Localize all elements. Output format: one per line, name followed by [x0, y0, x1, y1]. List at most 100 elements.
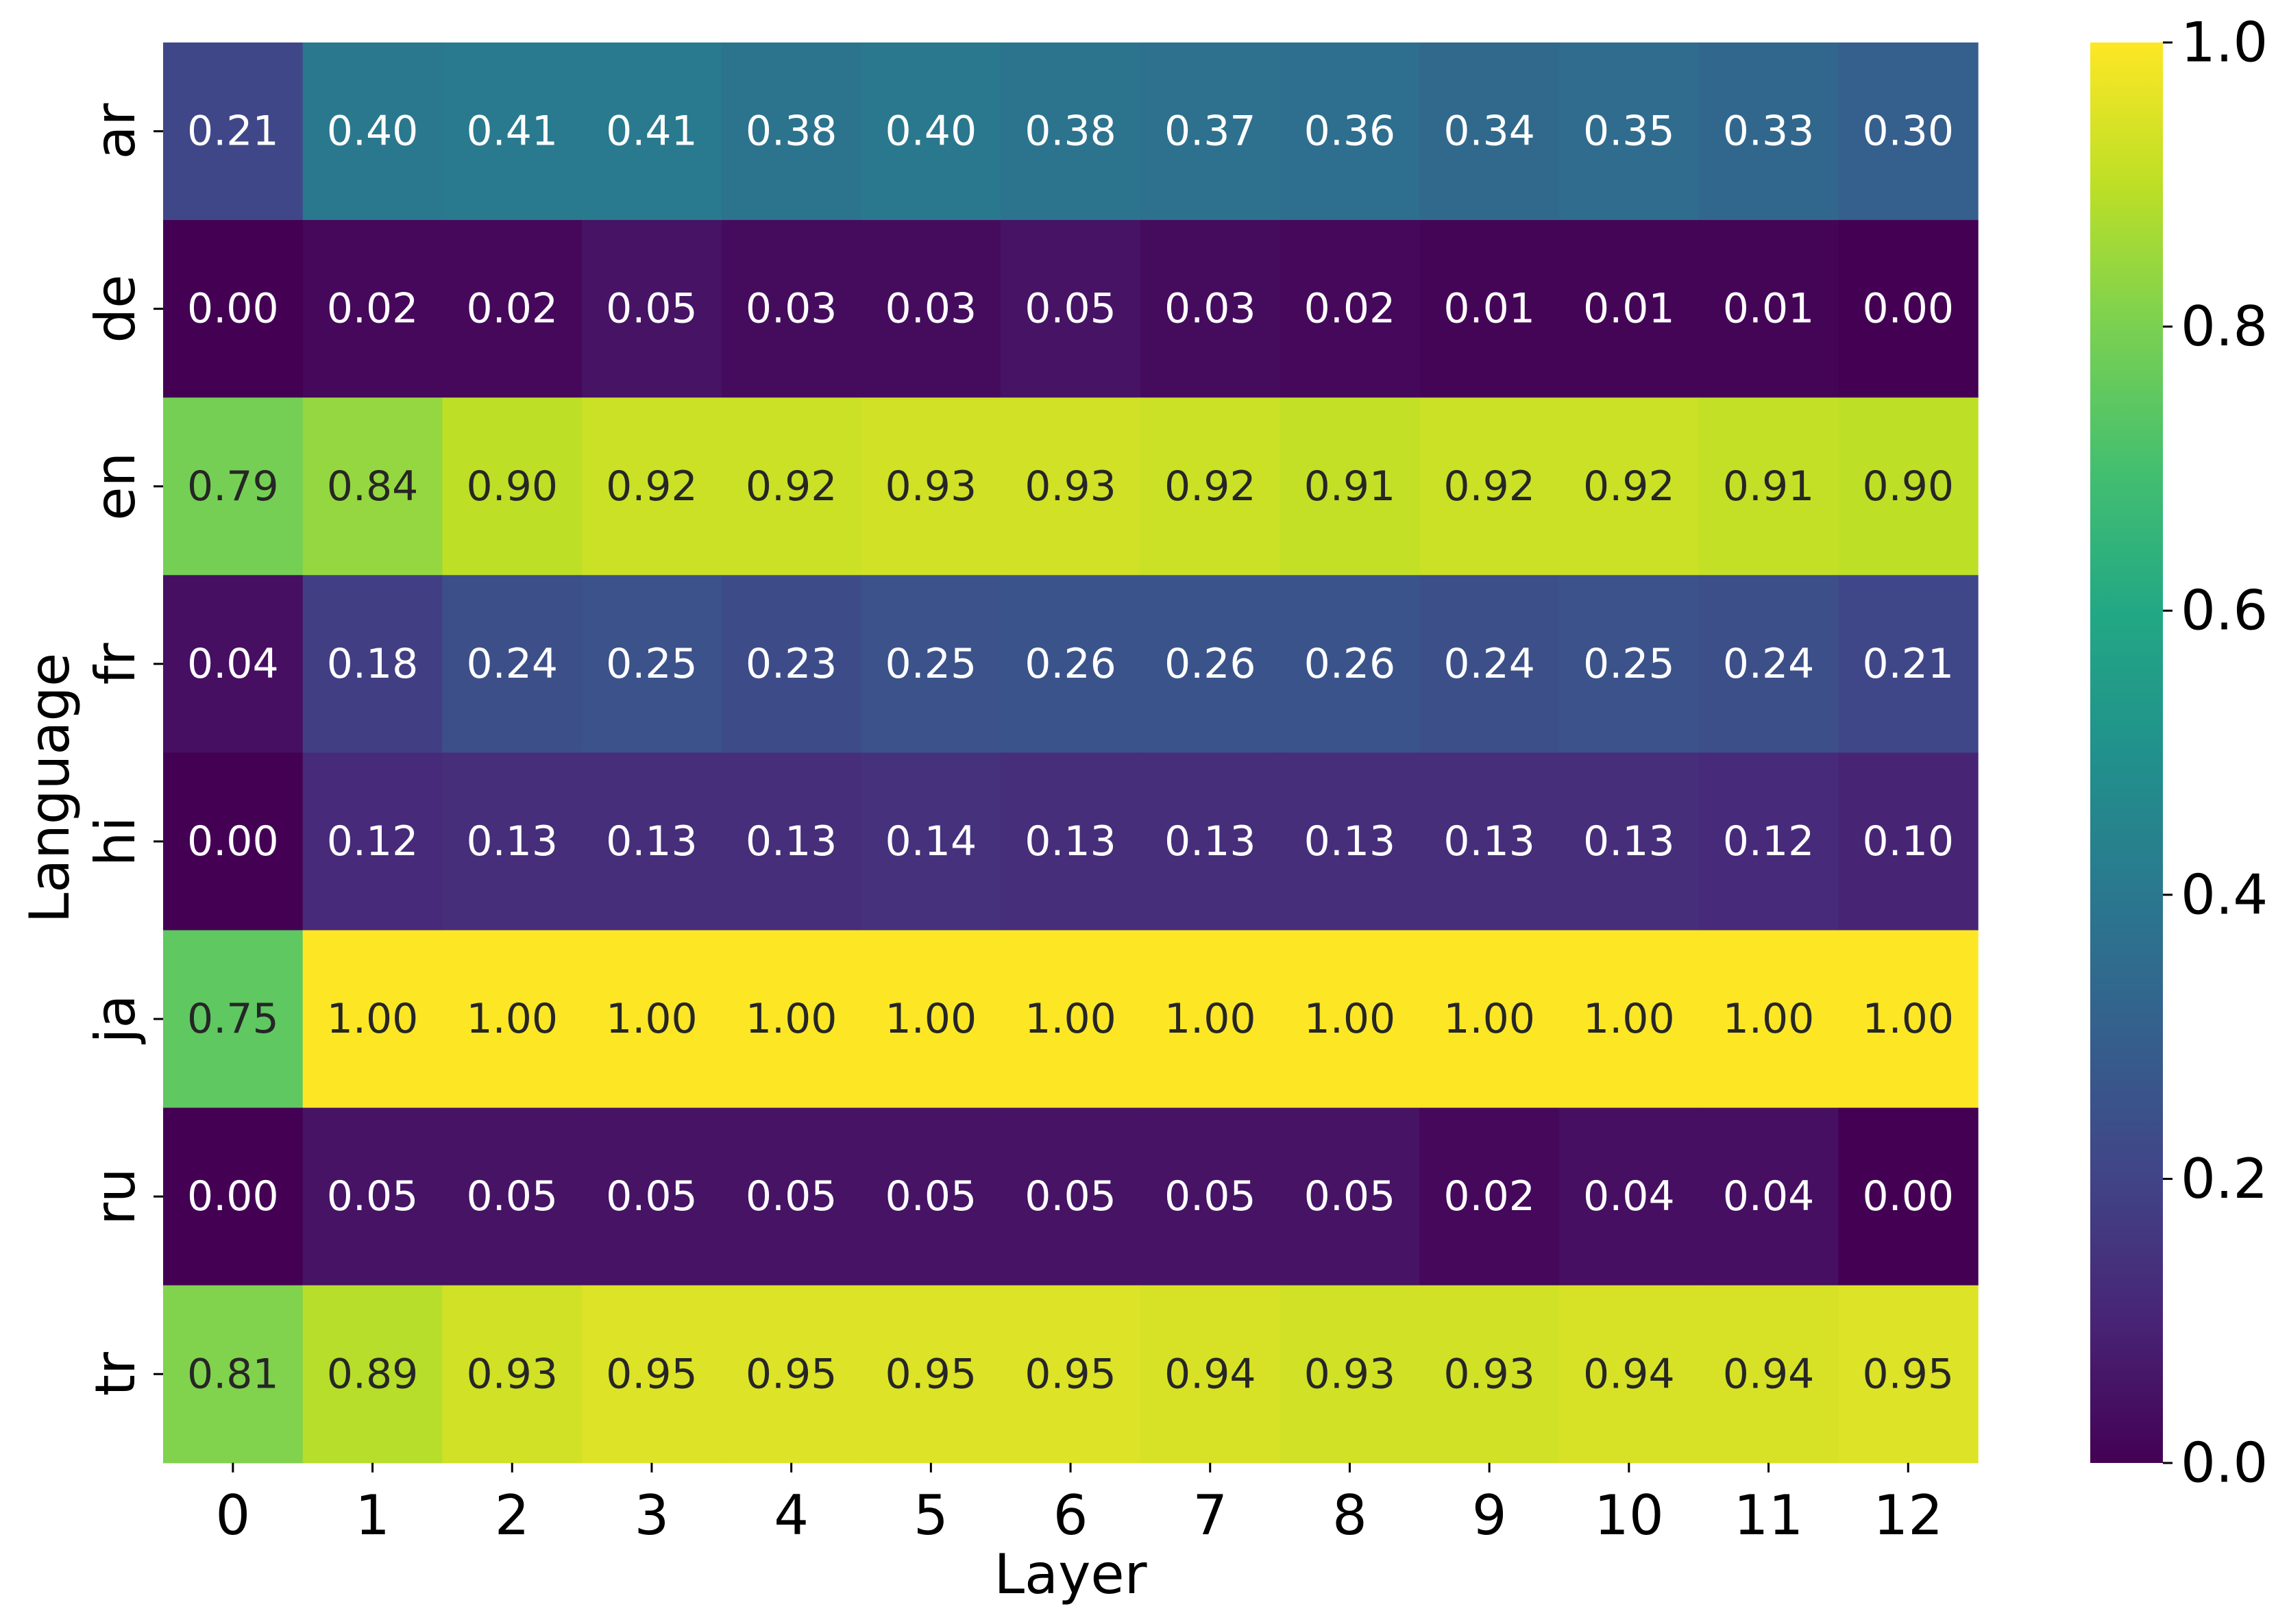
heatmap-cell-ru-3 [582, 1107, 722, 1286]
cell-value-label: 1.00 [1164, 995, 1256, 1043]
colorbar-ticks: 0.0 0.2 0.4 0.6 0.8 1.0 [2163, 11, 2268, 1495]
cell-value-label: 0.93 [885, 463, 977, 510]
heatmap-cell-fr-0 [163, 575, 304, 753]
cell-value-label: 0.00 [1862, 1172, 1954, 1220]
y-tick-label-ja: ja [84, 994, 147, 1044]
heatmap-cell-de-0 [163, 220, 304, 398]
heatmap-cell-fr-3 [582, 575, 722, 753]
cell-value-label: 0.23 [746, 640, 837, 688]
cell-value-label: 1.00 [746, 995, 837, 1043]
x-tick-label-1: 1 [355, 1484, 390, 1547]
colorbar-tick-label: 0.0 [2181, 1431, 2268, 1495]
cell-value-label: 0.02 [466, 285, 558, 333]
cell-value-label: 0.91 [1723, 463, 1815, 510]
heatmap-cell-ru-1 [302, 1107, 443, 1286]
heatmap-cell-de-8 [1280, 220, 1420, 398]
y-tick-label-ar: ar [84, 103, 147, 159]
cell-value-label: 0.25 [606, 640, 698, 688]
heatmap-cell-en-7 [1140, 397, 1281, 576]
cell-value-label: 0.03 [746, 285, 837, 333]
heatmap-cell-fr-9 [1419, 575, 1560, 753]
heatmap-cell-hi-8 [1280, 752, 1420, 931]
heatmap-cell-ru-10 [1559, 1107, 1700, 1286]
x-tick-label-4: 4 [774, 1484, 809, 1547]
heatmap-cell-ru-7 [1140, 1107, 1281, 1286]
heatmap-cell-tr-10 [1559, 1285, 1700, 1464]
heatmap-cell-en-5 [861, 397, 1001, 576]
heatmap-cell-hi-10 [1559, 752, 1700, 931]
cell-value-label: 1.00 [1862, 995, 1954, 1043]
cell-value-label: 0.00 [187, 285, 279, 333]
heatmap-cell-de-7 [1140, 220, 1281, 398]
heatmap-cell-tr-6 [1001, 1285, 1141, 1464]
x-tick-label-12: 12 [1873, 1484, 1943, 1547]
cell-value-label: 0.05 [1164, 1172, 1256, 1220]
heatmap-cell-hi-1 [302, 752, 443, 931]
y-axis-label: Language [18, 653, 82, 924]
x-axis-label: Layer [994, 1542, 1147, 1606]
colorbar-tick-label: 1.0 [2181, 11, 2268, 75]
heatmap-cell-ar-11 [1698, 42, 1839, 221]
heatmap-cell-tr-11 [1698, 1285, 1839, 1464]
cell-value-label: 0.03 [885, 285, 977, 333]
cell-value-label: 0.24 [466, 640, 558, 688]
cell-value-label: 0.36 [1304, 108, 1396, 156]
heatmap-cell-ja-10 [1559, 930, 1700, 1109]
cell-value-labels: 0.21 0.40 0.41 0.41 0.38 0.40 0.38 0.37 0.36 0.34… [187, 108, 1954, 1399]
heatmap-cell-de-3 [582, 220, 722, 398]
cell-value-label: 0.05 [466, 1172, 558, 1220]
cell-value-label: 0.05 [885, 1172, 977, 1220]
heatmap-cell-de-12 [1838, 220, 1979, 398]
cell-value-label: 1.00 [885, 995, 977, 1043]
x-tick-label-9: 9 [1472, 1484, 1507, 1547]
cell-value-label: 0.41 [466, 108, 558, 156]
x-tick-label-2: 2 [495, 1484, 530, 1547]
heatmap-cell-hi-7 [1140, 752, 1281, 931]
y-tick-label-tr: tr [84, 1352, 147, 1396]
cell-value-label: 0.05 [606, 1172, 698, 1220]
cell-value-label: 0.92 [1583, 463, 1675, 510]
heatmap-cell-ja-8 [1280, 930, 1420, 1109]
x-tick-label-10: 10 [1594, 1484, 1664, 1547]
heatmap-cell-de-4 [721, 220, 862, 398]
cell-value-label: 0.13 [1164, 817, 1256, 865]
cell-value-label: 1.00 [606, 995, 698, 1043]
heatmap-cell-hi-9 [1419, 752, 1560, 931]
cell-value-label: 0.13 [1583, 817, 1675, 865]
heatmap-cell-fr-10 [1559, 575, 1700, 753]
heatmap-cell-de-11 [1698, 220, 1839, 398]
heatmap-cell-hi-11 [1698, 752, 1839, 931]
heatmap-cell-fr-8 [1280, 575, 1420, 753]
heatmap-cell-ru-11 [1698, 1107, 1839, 1286]
cell-value-label: 1.00 [1443, 995, 1535, 1043]
heatmap-cell-tr-0 [163, 1285, 304, 1464]
cell-value-label: 0.13 [1443, 817, 1535, 865]
cell-value-label: 0.13 [466, 817, 558, 865]
heatmap-cell-tr-3 [582, 1285, 722, 1464]
cell-value-label: 0.91 [1304, 463, 1396, 510]
heatmap-cell-en-6 [1001, 397, 1141, 576]
cell-value-label: 0.00 [187, 817, 279, 865]
heatmap-cell-fr-6 [1001, 575, 1141, 753]
cell-value-label: 0.30 [1862, 108, 1954, 156]
heatmap-cell-ru-8 [1280, 1107, 1420, 1286]
heatmap-cell-ar-6 [1001, 42, 1141, 221]
cell-value-label: 0.33 [1723, 108, 1815, 156]
heatmap-cell-ar-9 [1419, 42, 1560, 221]
cell-value-label: 0.89 [327, 1350, 419, 1398]
colorbar [2090, 42, 2163, 1463]
cell-value-label: 0.95 [1025, 1350, 1116, 1398]
heatmap-cells [163, 42, 1979, 1464]
heatmap-cell-fr-1 [302, 575, 443, 753]
heatmap-cell-hi-6 [1001, 752, 1141, 931]
cell-value-label: 0.18 [327, 640, 419, 688]
heatmap-cell-ja-4 [721, 930, 862, 1109]
heatmap-cell-ja-0 [163, 930, 304, 1109]
heatmap-cell-en-3 [582, 397, 722, 576]
cell-value-label: 0.34 [1443, 108, 1535, 156]
x-tick-label-6: 6 [1053, 1484, 1088, 1547]
heatmap-cell-tr-8 [1280, 1285, 1420, 1464]
heatmap-cell-ru-6 [1001, 1107, 1141, 1286]
heatmap-cell-ru-2 [442, 1107, 583, 1286]
cell-value-label: 0.95 [606, 1350, 698, 1398]
